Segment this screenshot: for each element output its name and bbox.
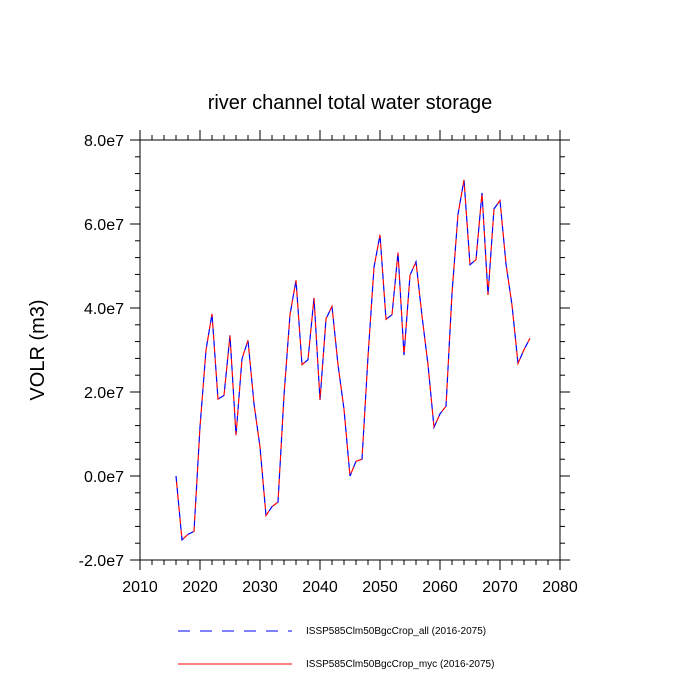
legend-label-2: ISSP585Clm50BgcCrop_myc (2016-2075) xyxy=(306,659,494,670)
chart-title: river channel total water storage xyxy=(208,92,493,114)
legend: ISSP585Clm50BgcCrop_all (2016-2075) ISSP5… xyxy=(178,626,494,670)
y-axis-title: VOLR (m3) xyxy=(27,299,49,400)
tick-labels: 2010 2020 2030 2040 2050 2060 2070 2080 -2.0e7 0.… xyxy=(79,133,578,596)
y-tick-label: 4.0e7 xyxy=(84,301,124,318)
y-tick-label: 8.0e7 xyxy=(84,133,124,150)
series-line-1 xyxy=(175,179,531,542)
x-tick-label: 2040 xyxy=(302,579,338,596)
x-tick-label: 2010 xyxy=(122,579,158,596)
x-tick-label: 2030 xyxy=(242,579,278,596)
legend-label-1: ISSP585Clm50BgcCrop_all (2016-2075) xyxy=(306,626,486,637)
series-layer xyxy=(175,179,531,542)
x-tick-label: 2070 xyxy=(482,579,518,596)
plot-frame xyxy=(139,139,561,561)
x-tick-label: 2020 xyxy=(182,579,218,596)
y-tick-label: -2.0e7 xyxy=(79,553,124,570)
y-tick-label: 0.0e7 xyxy=(84,469,124,486)
series-line-2 xyxy=(175,179,531,542)
x-tick-label: 2050 xyxy=(362,579,398,596)
y-tick-label: 6.0e7 xyxy=(84,217,124,234)
x-tick-label: 2060 xyxy=(422,579,458,596)
y-tick-label: 2.0e7 xyxy=(84,385,124,402)
x-tick-label: 2080 xyxy=(542,579,578,596)
axis-ticks xyxy=(130,130,570,570)
